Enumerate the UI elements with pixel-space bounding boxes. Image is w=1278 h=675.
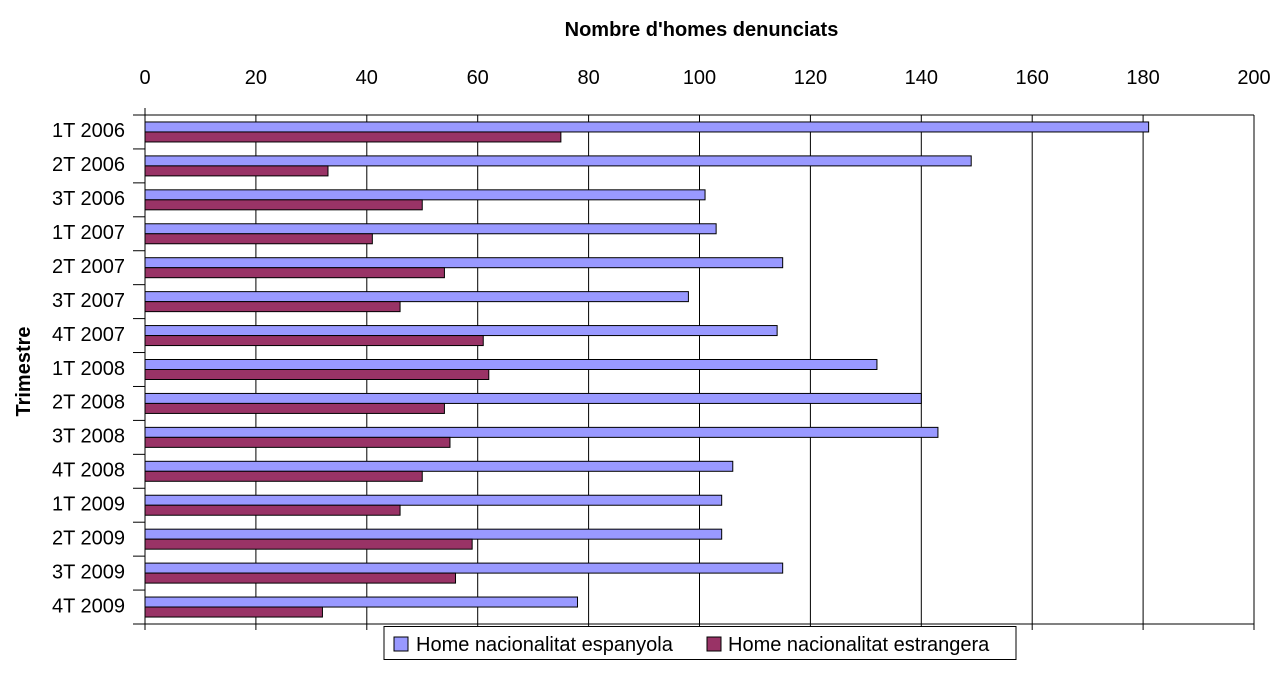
category-label: 2T 2008 — [52, 392, 125, 414]
x-tick-label: 180 — [1126, 67, 1159, 89]
x-tick-label: 200 — [1237, 67, 1270, 89]
bars — [144, 121, 1150, 618]
legend-label-espanyola: Home nacionalitat espanyola — [416, 634, 674, 656]
bar-espanyola — [144, 528, 723, 540]
bar-estrangera — [144, 165, 329, 177]
category-label: 3T 2007 — [52, 290, 125, 312]
category-label: 4T 2008 — [52, 460, 125, 482]
bar-espanyola — [144, 392, 922, 404]
category-label: 2T 2006 — [52, 154, 125, 176]
category-label: 2T 2009 — [52, 527, 125, 549]
x-tick-label: 140 — [905, 67, 938, 89]
bar-estrangera — [144, 267, 445, 279]
x-tick-label: 0 — [139, 67, 150, 89]
x-tick-label: 60 — [467, 67, 489, 89]
bar-espanyola — [144, 359, 878, 370]
bar-espanyola — [144, 596, 579, 608]
bar-estrangera — [144, 470, 423, 482]
category-label: 1T 2008 — [52, 358, 125, 380]
x-tick-label: 20 — [245, 67, 267, 89]
bar-espanyola — [144, 460, 734, 472]
bar-espanyola — [144, 291, 689, 303]
x-tick-label: 160 — [1016, 67, 1049, 89]
bar-espanyola — [144, 121, 1150, 133]
bar-estrangera — [144, 131, 562, 143]
category-label: 1T 2009 — [52, 494, 125, 516]
legend: Home nacionalitat espanyola Home naciona… — [383, 626, 1017, 660]
category-label: 3T 2009 — [52, 561, 125, 583]
bar-estrangera — [144, 301, 401, 313]
labels: 0 20 40 60 80 100 120 140 160 180 200 1T 2006 2T 200… — [52, 67, 1271, 617]
bar-espanyola — [144, 562, 784, 574]
x-tick-label: 40 — [356, 67, 378, 89]
bar-estrangera — [144, 504, 401, 516]
bar-estrangera — [144, 335, 484, 347]
legend-swatch-espanyola — [393, 636, 409, 652]
legend-label-estrangera: Home nacionalitat estrangera — [728, 634, 990, 656]
bar-estrangera — [144, 572, 457, 584]
category-label: 1T 2006 — [52, 120, 125, 142]
bar-espanyola — [144, 426, 939, 438]
x-tick-label: 120 — [794, 67, 827, 89]
axes — [133, 108, 1255, 630]
bar-estrangera — [144, 436, 451, 448]
category-label: 4T 2009 — [52, 595, 125, 617]
y-axis-title: Trimestre — [13, 326, 35, 416]
bar-estrangera — [144, 199, 423, 211]
bar-estrangera — [144, 402, 445, 414]
x-axis-title: Nombre d'homes denunciats — [565, 19, 839, 41]
category-label: 2T 2007 — [52, 256, 125, 278]
category-label: 1T 2007 — [52, 222, 125, 244]
category-label: 4T 2007 — [52, 324, 125, 346]
legend-swatch-estrangera — [706, 636, 722, 652]
legend-box — [383, 626, 1017, 660]
bar-estrangera — [144, 538, 473, 550]
bar-estrangera — [144, 369, 490, 380]
bar-espanyola — [144, 494, 723, 506]
category-label: 3T 2006 — [52, 188, 125, 210]
bar-espanyola — [144, 257, 784, 269]
bar-espanyola — [144, 325, 778, 337]
category-label: 3T 2008 — [52, 426, 125, 448]
bar-espanyola — [144, 223, 717, 235]
bar-espanyola — [144, 189, 706, 201]
bar-espanyola — [144, 155, 972, 167]
bar-estrangera — [144, 233, 373, 245]
x-tick-label: 100 — [683, 67, 716, 89]
bar-estrangera — [144, 606, 323, 618]
x-tick-label: 80 — [577, 67, 599, 89]
